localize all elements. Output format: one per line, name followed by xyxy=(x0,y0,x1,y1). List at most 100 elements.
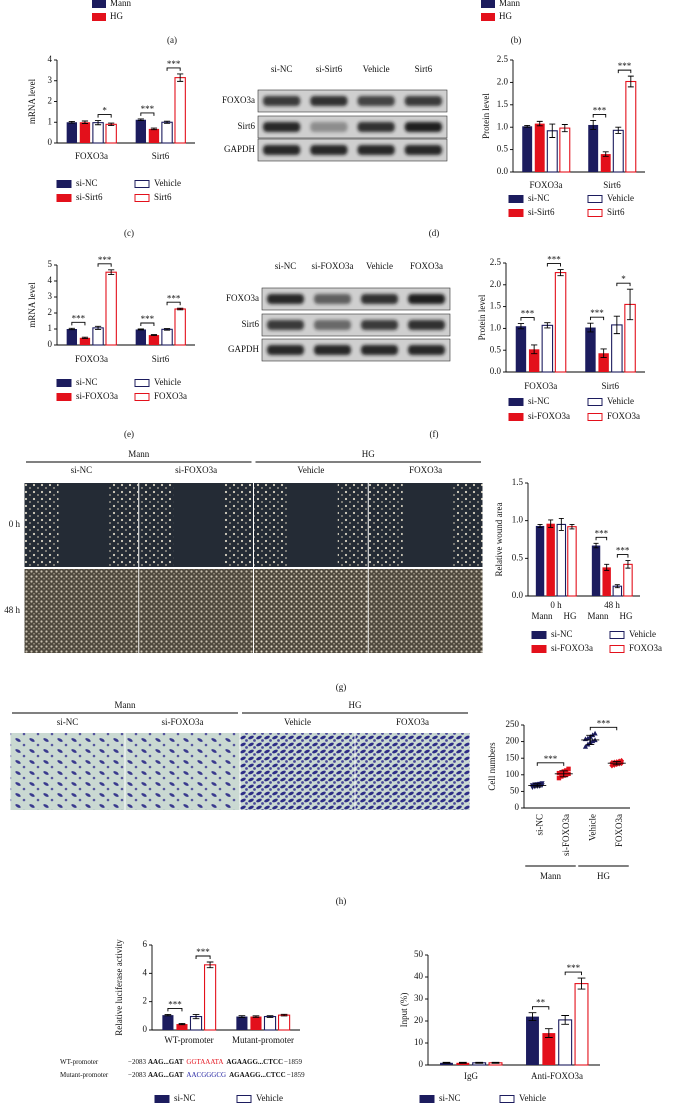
image-row-label: 48 h xyxy=(4,605,20,615)
data-point xyxy=(611,759,617,766)
significance-label: *** xyxy=(72,313,86,323)
legend-label: si-Sirt6 xyxy=(528,207,555,217)
y-tick-label: 20 xyxy=(414,1015,424,1025)
bar xyxy=(66,122,78,143)
blot-band xyxy=(310,122,348,132)
error-bar xyxy=(528,1012,537,1022)
x-tick-label: Vehicle xyxy=(587,814,597,841)
bar xyxy=(236,1016,248,1030)
significance-label: *** xyxy=(618,61,632,71)
legend-swatch xyxy=(508,209,524,217)
bar xyxy=(105,271,117,346)
error-bar xyxy=(163,328,171,331)
significance-label: *** xyxy=(616,546,630,556)
legend-swatch xyxy=(587,413,603,421)
bar xyxy=(526,1016,539,1065)
y-tick-label: 0.0 xyxy=(497,166,509,176)
x-tick-label: FOXO3a xyxy=(614,814,624,847)
legend-swatch xyxy=(587,195,603,203)
legend-label: si-NC xyxy=(528,396,550,406)
sequence-site: AACGGGCG xyxy=(186,1071,226,1079)
sequence-start: −2083 xyxy=(128,1071,146,1079)
error-bar xyxy=(517,323,525,330)
legend-swatch xyxy=(134,180,150,188)
y-tick-label: 0.5 xyxy=(497,144,509,154)
cell-layer xyxy=(254,569,368,653)
legend-label: si-NC xyxy=(551,629,573,639)
error-bar xyxy=(137,328,144,331)
legend-swatch xyxy=(481,13,495,21)
y-tick-label: 4 xyxy=(48,54,53,64)
error-bar xyxy=(475,1061,484,1064)
blot-band xyxy=(408,320,445,330)
bar xyxy=(574,983,589,1066)
significance-bracket xyxy=(520,317,535,321)
error-bar xyxy=(94,325,102,330)
y-tick-label: 0 xyxy=(48,339,53,349)
x-tick-label: WT-promoter xyxy=(164,1035,213,1045)
sequence-suffix: AGAAGG...CTCC xyxy=(226,1058,283,1066)
image-group-label: HG xyxy=(362,449,375,459)
error-bar xyxy=(561,1015,570,1025)
cell-layer xyxy=(223,483,253,567)
blot-band xyxy=(267,320,304,330)
significance-label: *** xyxy=(593,106,607,116)
significance-bracket xyxy=(536,762,565,766)
error-bar xyxy=(442,1061,451,1064)
bar xyxy=(79,122,91,143)
sequence-prefix: AAG...GAT xyxy=(148,1071,184,1079)
y-tick-label: 2.5 xyxy=(490,257,502,267)
bar xyxy=(66,329,78,345)
x-sub-label: Mann xyxy=(588,611,609,621)
sequence-suffix: AGAAGG...CTCC xyxy=(229,1071,286,1079)
significance-label: *** xyxy=(567,963,581,973)
error-bar xyxy=(544,1028,553,1038)
x-tick-label: FOXO3a xyxy=(75,151,108,161)
image-column-label: Vehicle xyxy=(297,465,324,475)
blot-band xyxy=(263,96,301,106)
y-tick-label: 2.0 xyxy=(497,76,509,86)
legend-label: si-NC xyxy=(439,1093,461,1103)
bar xyxy=(585,327,596,372)
y-tick-label: 1.0 xyxy=(512,515,524,525)
cell-layer xyxy=(108,483,139,567)
legend-label: Vehicle xyxy=(629,629,656,639)
x-tick-label: si-FOXO3a xyxy=(561,814,571,856)
x-tick-label: 0 h xyxy=(550,600,562,610)
bar xyxy=(440,1062,453,1065)
blot-row-label: FOXO3a xyxy=(226,293,259,303)
blot-strip xyxy=(257,115,448,139)
error-bar xyxy=(81,336,89,339)
legend-label: FOXO3a xyxy=(629,643,662,653)
image-column-label: FOXO3a xyxy=(409,465,442,475)
blot-band xyxy=(408,294,445,304)
y-tick-label: 100 xyxy=(506,769,520,779)
bar xyxy=(612,129,624,173)
y-tick-label: 30 xyxy=(414,993,424,1003)
y-axis-label: Relative wound area xyxy=(494,503,504,577)
data-point xyxy=(566,766,571,772)
significance-bracket xyxy=(595,536,608,541)
bar xyxy=(558,1019,573,1066)
x-tick-label: Sirt6 xyxy=(603,180,621,190)
panel-label: (h) xyxy=(336,896,347,906)
error-bar xyxy=(536,120,543,127)
significance-label: *** xyxy=(547,255,561,265)
y-tick-label: 2.0 xyxy=(490,279,502,289)
legend-swatch xyxy=(609,631,625,639)
blot-strip xyxy=(257,89,448,113)
bar xyxy=(554,272,567,373)
legend-swatch xyxy=(134,379,150,387)
blot-band xyxy=(361,345,398,355)
blot-row-label: GAPDH xyxy=(224,144,256,154)
bar xyxy=(79,337,91,345)
blot-band xyxy=(310,96,348,106)
blot-strip xyxy=(257,138,448,162)
panel-label: (g) xyxy=(336,682,347,692)
error-bar xyxy=(615,126,622,134)
significance-label: *** xyxy=(595,528,609,538)
legend-swatch xyxy=(134,393,150,401)
bar xyxy=(176,1024,188,1030)
bar xyxy=(559,127,571,173)
error-bar xyxy=(81,120,89,124)
